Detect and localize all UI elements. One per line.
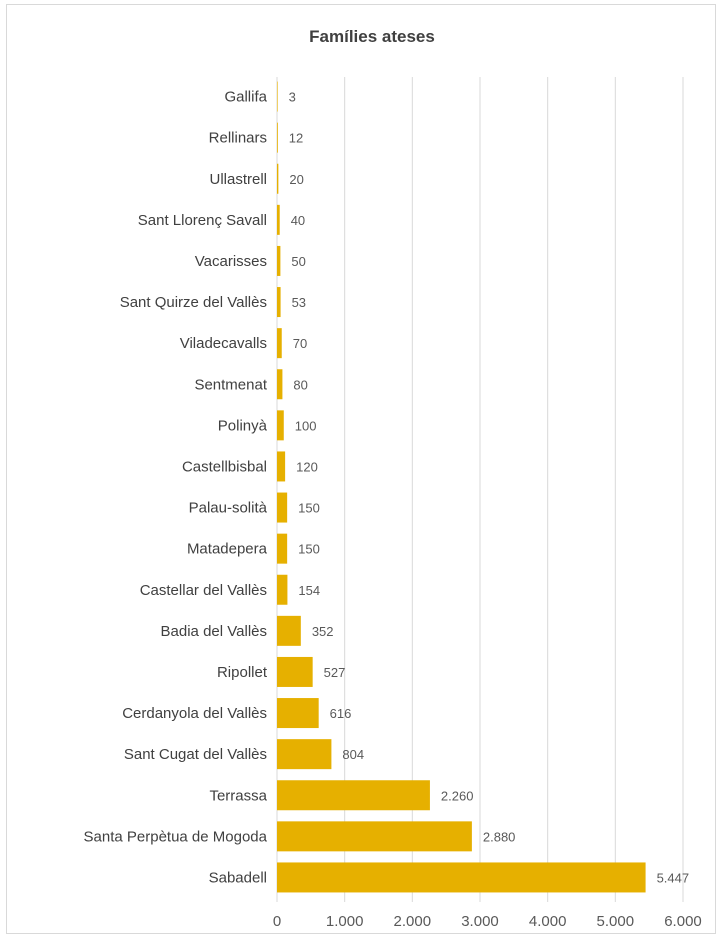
bar xyxy=(277,780,430,811)
x-tick-label: 1.000 xyxy=(326,913,364,930)
data-label: 80 xyxy=(293,377,307,392)
data-label: 150 xyxy=(298,501,320,516)
category-label: Rellinars xyxy=(209,130,267,147)
category-label: Sant Cugat del Vallès xyxy=(124,746,267,763)
category-label: Polinyà xyxy=(218,417,268,434)
data-label: 53 xyxy=(292,295,306,310)
category-label: Terrassa xyxy=(209,787,267,804)
x-axis-tick-labels: 0 1.000 2.000 3.000 4.000 5.000 6.000 xyxy=(273,913,702,930)
bar xyxy=(277,739,332,770)
bar xyxy=(277,122,278,153)
data-label: 50 xyxy=(291,254,305,269)
category-label: Sabadell xyxy=(209,869,267,886)
x-tick-label: 6.000 xyxy=(664,913,702,930)
bar xyxy=(277,492,288,523)
category-label: Viladecavalls xyxy=(180,335,267,352)
category-label: Ripollet xyxy=(217,664,268,681)
bar xyxy=(277,328,282,359)
data-label: 150 xyxy=(298,542,320,557)
category-label: Gallifa xyxy=(224,89,267,106)
bar xyxy=(277,698,319,729)
bar xyxy=(277,533,288,564)
data-label: 804 xyxy=(342,747,364,762)
chart-container: Famílies ateses Gallifa Rellinars Ullastre… xyxy=(6,4,716,934)
x-tick-label: 3.000 xyxy=(461,913,499,930)
category-label: Castellbisbal xyxy=(182,458,267,475)
category-label: Santa Perpètua de Mogoda xyxy=(84,828,268,845)
category-label: Sentmenat xyxy=(194,376,267,393)
data-label: 120 xyxy=(296,459,318,474)
data-label: 5.447 xyxy=(657,870,690,885)
bar xyxy=(277,369,283,400)
bar xyxy=(277,163,279,194)
category-label: Sant Quirze del Vallès xyxy=(120,294,267,311)
x-tick-label: 2.000 xyxy=(394,913,432,930)
category-label: Castellar del Vallès xyxy=(140,582,267,599)
x-tick-label: 4.000 xyxy=(529,913,567,930)
data-label: 100 xyxy=(295,418,317,433)
chart-title: Famílies ateses xyxy=(309,27,435,46)
data-labels: 3 12 20 40 50 53 70 80 100 120 150 150 154 352 527 616 8… xyxy=(289,90,690,886)
category-label: Vacarisses xyxy=(195,253,267,270)
category-label: Matadepera xyxy=(187,541,268,558)
bar-chart: Famílies ateses Gallifa Rellinars Ullastre… xyxy=(84,27,702,930)
bar xyxy=(277,821,472,852)
bars xyxy=(277,81,646,893)
bar xyxy=(277,615,301,646)
bar xyxy=(277,81,278,112)
bar xyxy=(277,451,286,482)
data-label: 40 xyxy=(291,213,305,228)
category-label: Ullastrell xyxy=(209,171,267,188)
data-label: 352 xyxy=(312,624,334,639)
bar xyxy=(277,245,281,276)
bar xyxy=(277,204,280,235)
data-label: 616 xyxy=(330,706,352,721)
bar xyxy=(277,862,646,893)
category-labels: Gallifa Rellinars Ullastrell Sant Llorenç S… xyxy=(84,89,268,887)
data-label: 527 xyxy=(324,665,346,680)
x-tick-label: 0 xyxy=(273,913,281,930)
data-label: 2.260 xyxy=(441,788,474,803)
data-label: 12 xyxy=(289,131,303,146)
bar xyxy=(277,574,288,605)
category-label: Sant Llorenç Savall xyxy=(138,212,267,229)
bar xyxy=(277,656,313,687)
data-label: 70 xyxy=(293,336,307,351)
category-label: Palau-solità xyxy=(189,500,268,517)
x-tick-label: 5.000 xyxy=(597,913,635,930)
data-label: 154 xyxy=(298,583,320,598)
gridlines xyxy=(276,77,684,902)
data-label: 20 xyxy=(289,172,303,187)
bar xyxy=(277,410,284,441)
category-label: Cerdanyola del Vallès xyxy=(122,705,267,722)
data-label: 3 xyxy=(289,90,296,105)
category-label: Badia del Vallès xyxy=(161,623,267,640)
data-label: 2.880 xyxy=(483,829,516,844)
bar xyxy=(277,287,281,318)
